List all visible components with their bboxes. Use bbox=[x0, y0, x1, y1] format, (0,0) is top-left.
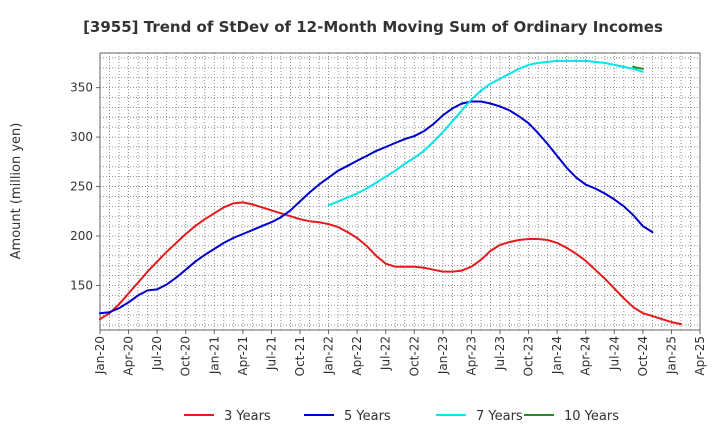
x-tick-label: Jan-20 bbox=[93, 336, 107, 375]
x-tick-label: Jan-24 bbox=[550, 336, 564, 375]
series-line-5-years bbox=[99, 100, 654, 315]
x-tick-label: Apr-25 bbox=[693, 336, 707, 376]
x-tick-label: Oct-20 bbox=[179, 336, 193, 376]
y-tick-label: 300 bbox=[70, 130, 93, 144]
y-tick-label: 250 bbox=[70, 180, 93, 194]
y-axis-label: Amount (million yen) bbox=[9, 123, 24, 260]
y-tick-label: 350 bbox=[70, 81, 93, 95]
x-tick-label: Jul-22 bbox=[379, 336, 393, 371]
series-group bbox=[99, 59, 682, 326]
x-tick-label: Oct-21 bbox=[293, 336, 307, 376]
x-tick-label: Jul-20 bbox=[150, 336, 164, 371]
x-tick-label: Apr-24 bbox=[579, 336, 593, 376]
y-tick-label: 200 bbox=[70, 229, 93, 243]
chart-title: [3955] Trend of StDev of 12-Month Moving… bbox=[83, 18, 663, 36]
legend-label: 5 Years bbox=[344, 409, 391, 424]
x-tick-label: Apr-22 bbox=[350, 336, 364, 376]
series-line-7-years bbox=[327, 59, 644, 207]
legend-label: 7 Years bbox=[476, 409, 523, 424]
x-tick-label: Jul-24 bbox=[607, 336, 621, 371]
x-tick-label: Oct-22 bbox=[407, 336, 421, 376]
x-tick-label: Jan-21 bbox=[207, 336, 221, 375]
series-line-10-years bbox=[632, 65, 644, 70]
legend-label: 3 Years bbox=[224, 409, 271, 424]
x-tick-label: Oct-24 bbox=[636, 336, 650, 376]
x-tick-label: Apr-23 bbox=[464, 336, 478, 376]
x-tick-label: Apr-21 bbox=[236, 336, 250, 376]
y-tick-labels: 150 200 250 300 350 bbox=[70, 81, 100, 292]
grid bbox=[100, 53, 700, 330]
x-tick-label: Jul-21 bbox=[264, 336, 278, 371]
x-tick-label: Jan-25 bbox=[664, 336, 678, 375]
x-tick-label: Jan-23 bbox=[436, 336, 450, 375]
x-tick-label: Apr-20 bbox=[122, 336, 136, 376]
x-tick-labels: Jan-20 Apr-20 Jul-20 Oct-20 Jan-21 Apr-21 Jul-… bbox=[93, 330, 707, 376]
x-tick-label: Jul-23 bbox=[493, 336, 507, 371]
x-tick-label: Jan-22 bbox=[322, 336, 336, 375]
x-tick-label: Oct-23 bbox=[522, 336, 536, 376]
legend: 3 Years 5 Years 7 Years 10 Years bbox=[184, 409, 619, 424]
legend-label: 10 Years bbox=[564, 409, 619, 424]
plot-frame bbox=[99, 52, 701, 331]
series-line-3-years bbox=[99, 201, 682, 326]
y-tick-label: 150 bbox=[70, 278, 93, 292]
